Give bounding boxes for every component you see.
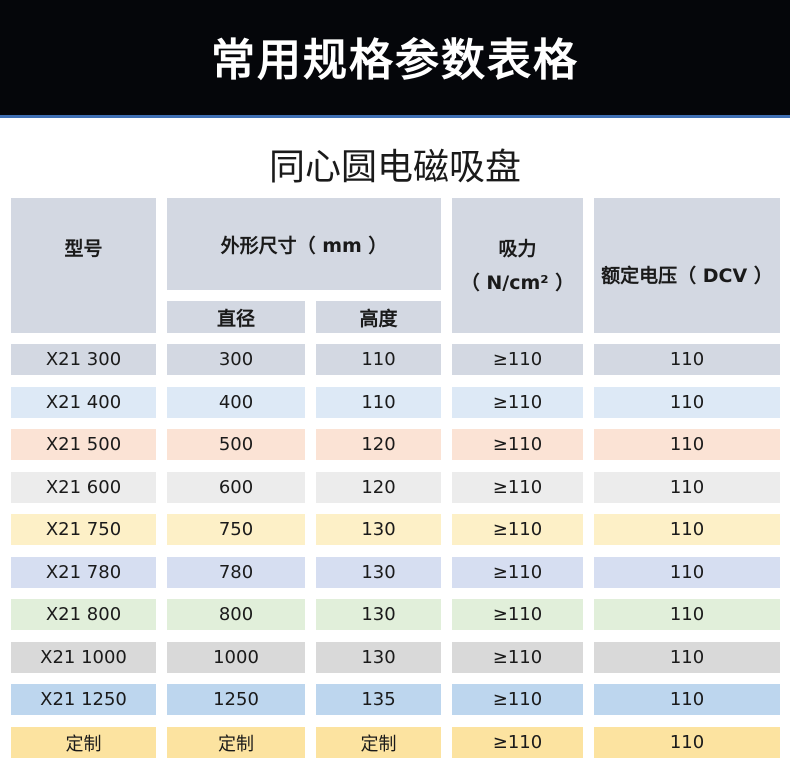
cell-model: X21 800	[11, 599, 156, 630]
cell-force: ≥110	[452, 727, 583, 758]
cell-height: 130	[316, 642, 441, 673]
header-model: 型号	[11, 198, 156, 333]
cell-height: 定制	[316, 727, 441, 758]
cell-diameter: 1000	[167, 642, 305, 673]
cell-force: ≥110	[452, 344, 583, 375]
cell-voltage: 110	[594, 557, 780, 588]
cell-diameter: 750	[167, 514, 305, 545]
cell-voltage: 110	[594, 387, 780, 418]
cell-diameter: 定制	[167, 727, 305, 758]
title-banner: 常用规格参数表格	[0, 0, 790, 118]
cell-diameter: 1250	[167, 684, 305, 715]
header-force-label: 吸力	[498, 237, 537, 260]
header-dimension: 外形尺寸（ mm ）	[167, 198, 441, 290]
cell-height: 110	[316, 344, 441, 375]
header-force-unit: （ N/cm² ）	[460, 271, 575, 294]
cell-force: ≥110	[452, 429, 583, 460]
cell-height: 130	[316, 599, 441, 630]
cell-voltage: 110	[594, 599, 780, 630]
cell-force: ≥110	[452, 599, 583, 630]
cell-model: X21 750	[11, 514, 156, 545]
cell-voltage: 110	[594, 472, 780, 503]
cell-height: 120	[316, 472, 441, 503]
cell-voltage: 110	[594, 684, 780, 715]
cell-force: ≥110	[452, 642, 583, 673]
cell-height: 135	[316, 684, 441, 715]
cell-model: X21 400	[11, 387, 156, 418]
cell-diameter: 500	[167, 429, 305, 460]
header-voltage: 额定电压（ DCV ）	[594, 198, 780, 333]
cell-force: ≥110	[452, 684, 583, 715]
cell-force: ≥110	[452, 557, 583, 588]
cell-voltage: 110	[594, 344, 780, 375]
cell-diameter: 600	[167, 472, 305, 503]
cell-voltage: 110	[594, 642, 780, 673]
cell-diameter: 300	[167, 344, 305, 375]
cell-height: 110	[316, 387, 441, 418]
cell-force: ≥110	[452, 514, 583, 545]
cell-voltage: 110	[594, 727, 780, 758]
header-force: 吸力 （ N/cm² ）	[452, 198, 583, 333]
cell-height: 130	[316, 514, 441, 545]
cell-model: X21 600	[11, 472, 156, 503]
header-height: 高度	[316, 301, 441, 333]
cell-model: X21 1000	[11, 642, 156, 673]
cell-diameter: 800	[167, 599, 305, 630]
cell-force: ≥110	[452, 387, 583, 418]
cell-diameter: 400	[167, 387, 305, 418]
cell-height: 120	[316, 429, 441, 460]
cell-model: X21 1250	[11, 684, 156, 715]
cell-diameter: 780	[167, 557, 305, 588]
cell-model: X21 780	[11, 557, 156, 588]
banner-title: 常用规格参数表格	[211, 35, 579, 86]
cell-force: ≥110	[452, 472, 583, 503]
cell-voltage: 110	[594, 514, 780, 545]
cell-voltage: 110	[594, 429, 780, 460]
table-subtitle: 同心圆电磁吸盘	[268, 147, 521, 188]
cell-height: 130	[316, 557, 441, 588]
cell-model: X21 500	[11, 429, 156, 460]
cell-model: 定制	[11, 727, 156, 758]
header-diameter: 直径	[167, 301, 305, 333]
cell-model: X21 300	[11, 344, 156, 375]
